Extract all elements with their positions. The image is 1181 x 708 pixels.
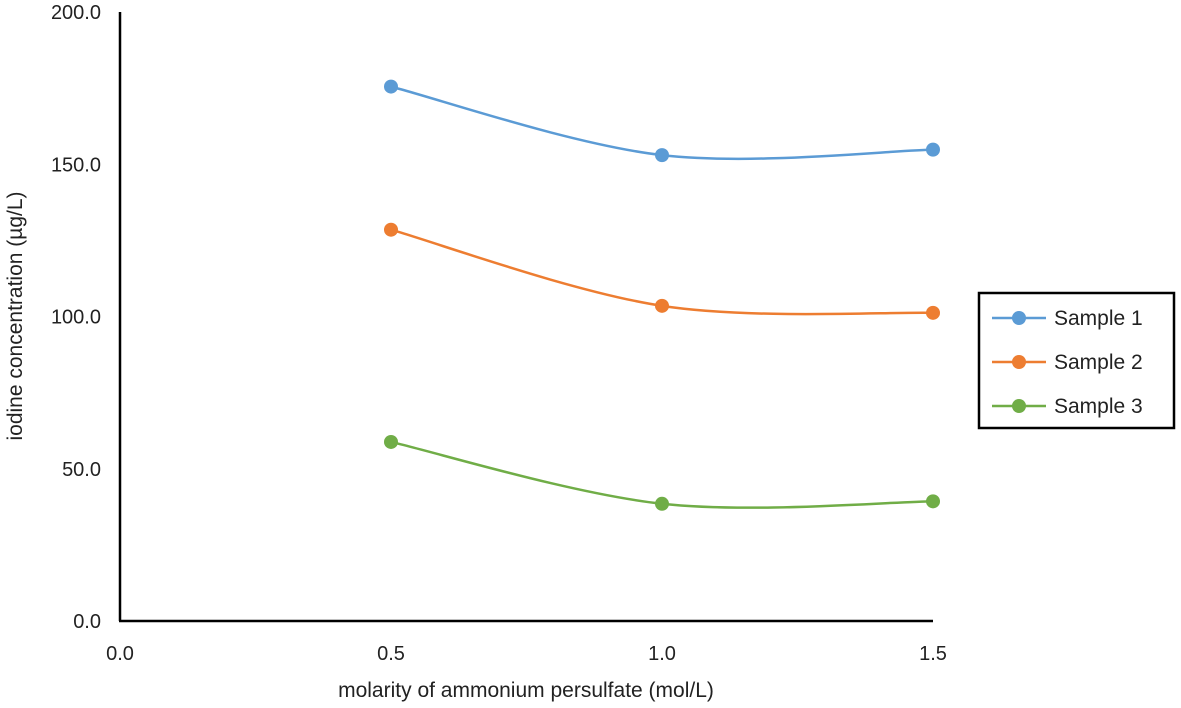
x-tick-label: 0.5: [377, 643, 405, 665]
x-axis-title: molarity of ammonium persulfate (mol/L): [338, 679, 714, 702]
x-tick-label: 0.0: [106, 643, 134, 665]
x-tick-label: 1.5: [919, 643, 947, 665]
legend: Sample 1 Sample 2 Sample 3: [977, 291, 1176, 430]
legend-swatch-marker: [1012, 355, 1026, 369]
legend-item-3: Sample 3: [992, 395, 1143, 418]
series: [384, 79, 940, 511]
y-axis-title: iodine concentration (µg/L): [4, 191, 27, 440]
y-tick-label: 50.0: [62, 459, 101, 481]
y-tick-labels: 0.0 50.0 100.0 150.0 200.0: [51, 2, 101, 633]
series-2-point: [655, 298, 669, 313]
series-1-point: [926, 142, 940, 157]
series-2-point: [384, 222, 398, 237]
legend-label: Sample 3: [1054, 395, 1143, 418]
legend-label: Sample 2: [1054, 351, 1143, 374]
y-tick-label: 150.0: [51, 154, 101, 176]
series-1-point: [655, 148, 669, 163]
series-1-line: [390, 85, 934, 161]
legend-swatch-marker: [1012, 399, 1026, 413]
y-tick-label: 0.0: [73, 611, 101, 633]
series-3-point: [384, 434, 398, 449]
legend-items: Sample 1 Sample 2 Sample 3: [992, 307, 1143, 418]
series-2: [384, 222, 940, 320]
axes: [118, 12, 933, 623]
legend-item-2: Sample 2: [992, 351, 1143, 374]
x-tick-label: 1.0: [648, 643, 676, 665]
series-2-point: [926, 305, 940, 320]
legend-item-1: Sample 1: [992, 307, 1143, 330]
legend-label: Sample 1: [1054, 307, 1143, 330]
series-3-point: [926, 494, 940, 509]
series-1: [384, 79, 940, 163]
series-1-point: [384, 79, 398, 94]
legend-swatch-marker: [1012, 311, 1026, 325]
series-3: [384, 434, 940, 511]
x-tick-labels: 0.0 0.5 1.0 1.5: [106, 643, 947, 665]
y-tick-label: 200.0: [51, 2, 101, 24]
y-tick-label: 100.0: [51, 307, 101, 329]
series-3-point: [655, 496, 669, 511]
